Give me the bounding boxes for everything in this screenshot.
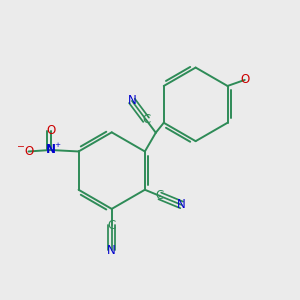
Text: N: N bbox=[107, 244, 116, 256]
Text: C: C bbox=[142, 113, 150, 126]
Text: N: N bbox=[46, 143, 56, 157]
Text: C: C bbox=[156, 189, 164, 203]
Text: −: − bbox=[17, 142, 25, 151]
Text: O: O bbox=[240, 74, 249, 86]
Text: O: O bbox=[46, 124, 55, 137]
Text: +: + bbox=[54, 142, 60, 148]
Text: N: N bbox=[177, 198, 186, 212]
Text: N: N bbox=[128, 94, 136, 107]
Text: C: C bbox=[108, 219, 116, 232]
Text: O: O bbox=[24, 145, 33, 158]
